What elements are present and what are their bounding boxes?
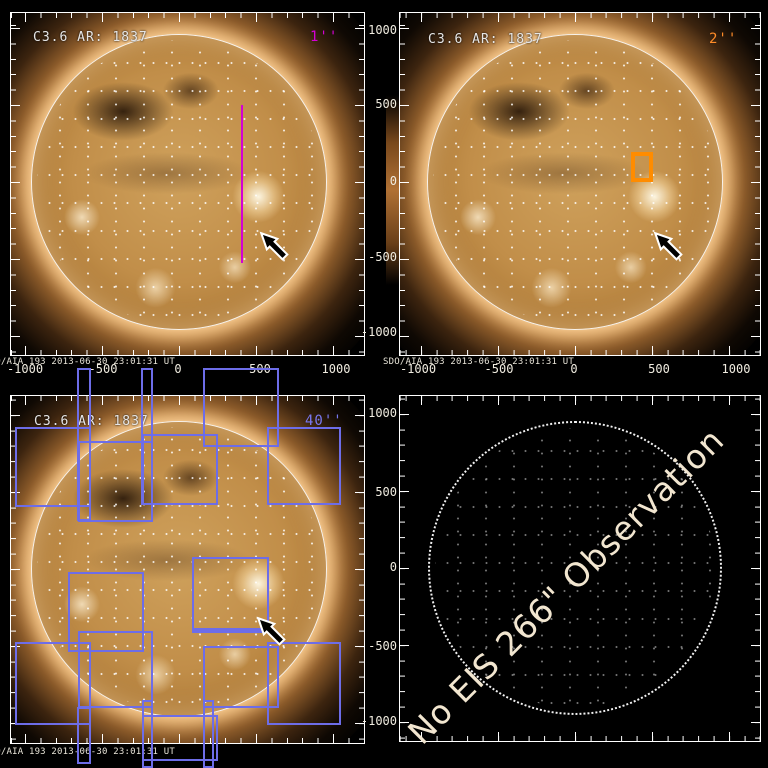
p4-ytick: -500 — [368, 639, 397, 653]
p4-ytick: 1000 — [368, 406, 397, 420]
panel-aia-40arcsec: C3.6 AR: 1837 40'' — [10, 395, 365, 744]
sun-disk-image — [31, 421, 327, 717]
p1-xtick: -500 — [88, 362, 118, 376]
target-arrow-icon — [256, 616, 286, 646]
p1-xtick: -1000 — [6, 362, 44, 376]
sun-disk-image — [427, 34, 723, 330]
heliographic-grid — [37, 427, 321, 711]
target-arrow-icon — [653, 231, 683, 261]
p3-timestamp: SDO/AIA 193 2013-06-30 23:01:31 UT — [0, 747, 176, 757]
p2-xtick: 0 — [570, 362, 578, 376]
panel2-resolution-label: 2'' — [709, 31, 738, 47]
p2-xtick: -500 — [484, 362, 514, 376]
p2-ytick: 1000 — [368, 23, 397, 37]
panel3-title: C3.6 AR: 1837 — [34, 414, 149, 429]
p2-ytick: -1000 — [360, 325, 397, 339]
panel-aia-1arcsec: C3.6 AR: 1837 1'' — [10, 12, 365, 356]
p2-ytick: 0 — [389, 174, 397, 188]
panel3-resolution-label: 40'' — [305, 413, 343, 429]
panel2-title: C3.6 AR: 1837 — [428, 32, 543, 47]
eis-2as-fov-box — [631, 152, 653, 182]
p1-timestamp: SDO/AIA 193 2013-06-30 23:01:31 UT — [0, 357, 176, 367]
heliographic-grid — [435, 428, 715, 708]
heliographic-grid — [433, 40, 717, 324]
p2-ytick: -500 — [368, 250, 397, 264]
p2-xtick: -1000 — [399, 362, 437, 376]
panel1-title: C3.6 AR: 1837 — [33, 30, 148, 45]
panel2-edge-glow — [386, 95, 399, 285]
p1-xtick: 0 — [174, 362, 182, 376]
p2-timestamp: SDO/AIA 193 2013-06-30 23:01:31 UT — [383, 357, 575, 367]
p1-xtick: 500 — [249, 362, 271, 376]
p2-xtick: 500 — [648, 362, 670, 376]
sun-grid-outline — [428, 421, 722, 715]
heliographic-grid — [37, 40, 321, 324]
p1-xtick: 1000 — [321, 362, 351, 376]
p4-ytick: 0 — [389, 560, 397, 574]
p2-xtick: 1000 — [721, 362, 751, 376]
p4-ytick: 500 — [375, 485, 397, 499]
eis-1as-slit-line — [241, 105, 243, 263]
p4-ytick: -1000 — [360, 714, 397, 728]
p2-ytick: 500 — [375, 97, 397, 111]
target-arrow-icon — [259, 231, 289, 261]
panel1-resolution-label: 1'' — [310, 29, 339, 45]
panel-aia-2arcsec: C3.6 AR: 1837 2'' — [399, 12, 761, 356]
sun-disk-image — [31, 34, 327, 330]
